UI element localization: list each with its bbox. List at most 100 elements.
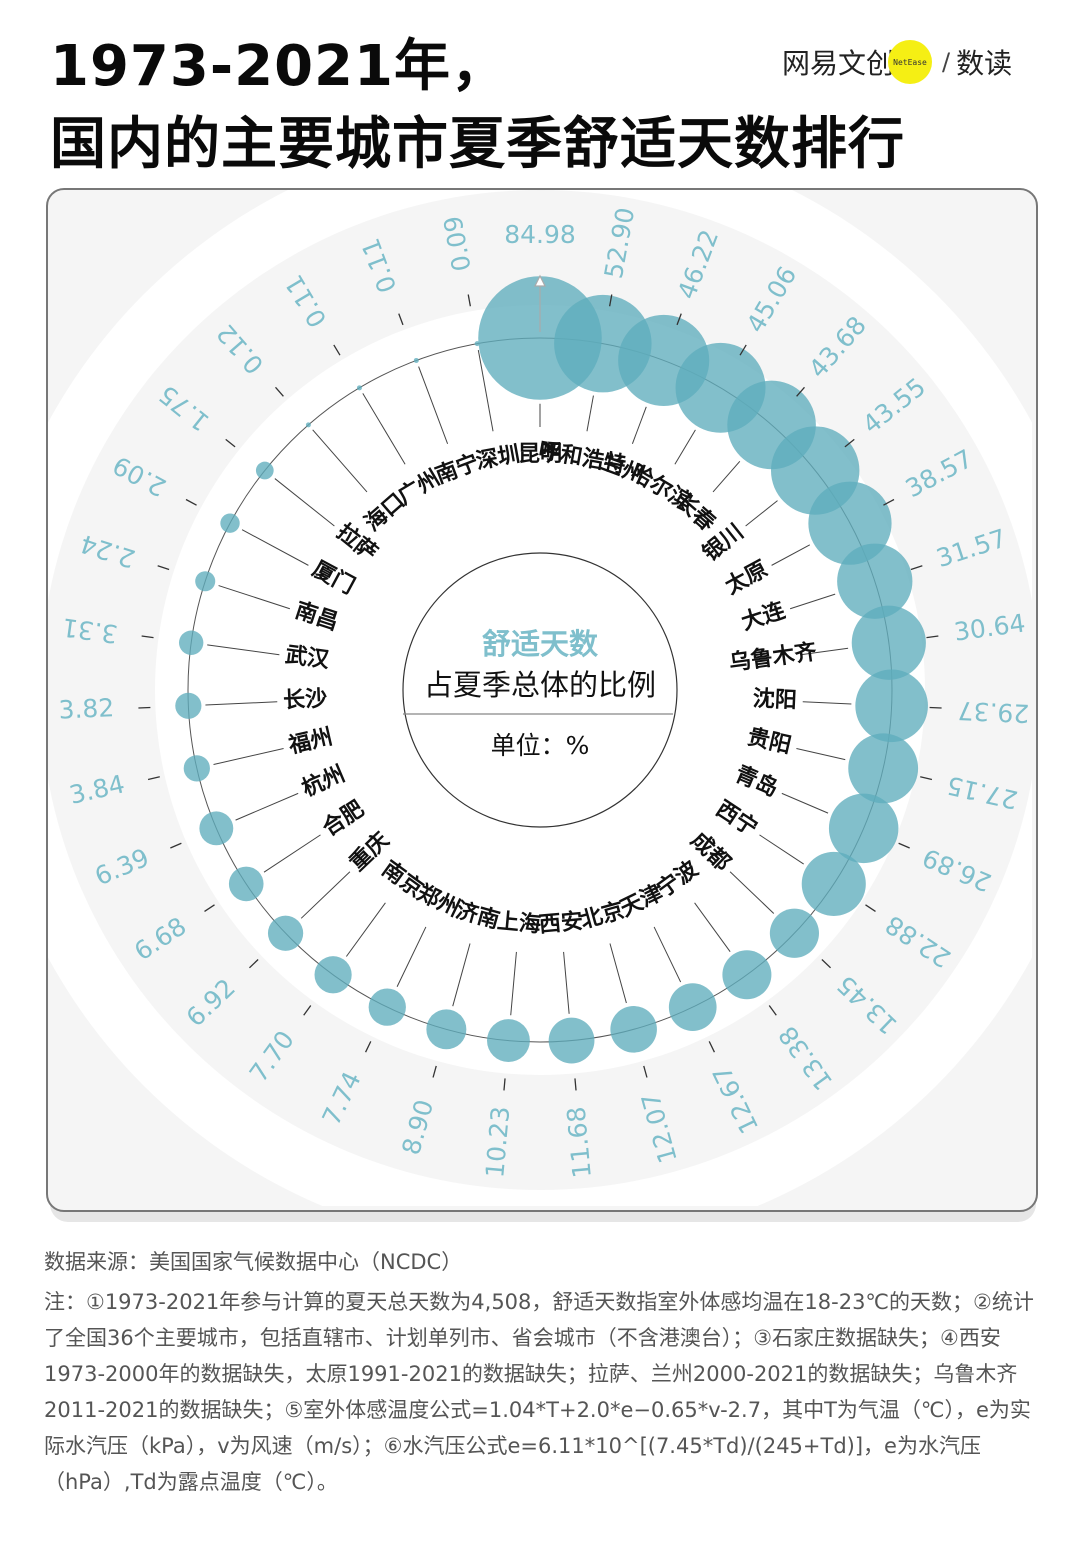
tick-mark [275, 386, 284, 397]
logo-text-netease-culture: 网易文创 [782, 47, 895, 80]
connector-line [771, 544, 811, 566]
tick-mark [920, 776, 933, 781]
city-bubble [228, 866, 264, 902]
title-line-2: 国内的主要城市夏季舒适天数排行 [50, 112, 905, 177]
tick-mark [910, 565, 923, 571]
tick-mark [432, 1065, 437, 1078]
connector-line [694, 902, 731, 953]
data-source: 数据来源：美国国家气候数据中心（NCDC） [44, 1250, 463, 1274]
city-label: 武汉 [284, 643, 332, 674]
page-title: 1973-2021年， 国内的主要城市夏季舒适天数排行 [50, 28, 905, 184]
connector-line [205, 701, 278, 706]
connector-line [789, 593, 836, 610]
connector-line [631, 406, 647, 444]
tick-mark [185, 498, 197, 506]
value-label: 10.23 [480, 1105, 515, 1179]
connector-line [218, 585, 291, 610]
connector-line [418, 366, 449, 444]
connector-line [712, 460, 741, 493]
tick-mark [643, 1065, 648, 1078]
city-bubble [851, 605, 926, 680]
city-label: 沈阳 [752, 687, 797, 714]
tick-mark [248, 959, 259, 969]
connector-line [653, 926, 682, 983]
tick-mark [926, 635, 939, 639]
city-bubble [769, 908, 819, 958]
city-bubble [855, 669, 928, 743]
connector-line [263, 834, 321, 873]
tick-mark [204, 904, 215, 913]
tick-mark [929, 706, 942, 709]
city-bubble [413, 357, 419, 363]
city-bubble [837, 543, 913, 619]
city-bubble [314, 956, 352, 994]
tick-mark [574, 1078, 577, 1091]
city-label: 西安 [538, 908, 584, 938]
footer-notes: 数据来源：美国国家气候数据中心（NCDC） 注：①1973-2021年参与计算的… [44, 1244, 1044, 1500]
tick-mark [303, 1005, 312, 1016]
value-label: 29.37 [957, 696, 1030, 728]
city-bubble [178, 630, 204, 655]
connector-line [235, 792, 299, 821]
city-bubble [195, 571, 216, 592]
tick-mark [157, 565, 170, 571]
connector-line [563, 951, 570, 1014]
tick-mark [739, 344, 747, 356]
connector-line [609, 943, 627, 1004]
tick-mark [147, 776, 160, 781]
tick-mark [883, 498, 895, 506]
tick-mark [138, 706, 151, 709]
city-bubble [474, 341, 480, 347]
city-bubble [175, 692, 202, 719]
connector-line [586, 395, 594, 432]
tick-mark [898, 842, 910, 849]
connector-line [674, 429, 696, 465]
value-label: 84.98 [504, 220, 576, 249]
connector-line [729, 871, 775, 914]
logo-slash: / [942, 48, 951, 76]
bubbles [175, 276, 928, 1064]
city-bubble [199, 811, 234, 846]
city-label: 上海 [496, 908, 542, 938]
tick-mark [333, 344, 341, 356]
center-subtitle: 占夏季总体的比例 [424, 668, 656, 702]
city-bubble [848, 733, 919, 804]
city-bubble [255, 461, 274, 480]
brand-logo: 网易文创 NetEase / 数读 [782, 38, 1012, 86]
city-bubble [487, 1019, 530, 1063]
tick-mark [865, 904, 876, 913]
city-bubble [220, 513, 240, 533]
logo-badge-text: NetEase [893, 57, 927, 67]
connector-line [452, 943, 471, 1007]
footnote: 注：①1973-2021年参与计算的夏天总天数为4,508，舒适天数指室外体感均… [44, 1290, 1034, 1494]
tick-mark [225, 438, 236, 448]
connector-line [312, 429, 368, 493]
tick-mark [503, 1078, 506, 1091]
title-line-1: 1973-2021年， [50, 34, 508, 99]
tick-mark [768, 1005, 777, 1016]
tick-mark [170, 842, 182, 849]
connector-line [362, 393, 406, 465]
tick-mark [844, 438, 855, 448]
city-bubble [356, 385, 362, 391]
tick-mark [708, 1041, 716, 1053]
value-label: 3.82 [58, 693, 115, 724]
tick-mark [821, 959, 832, 969]
city-bubble [267, 915, 304, 951]
connector-line [759, 834, 804, 865]
city-bubble [305, 422, 311, 428]
tick-mark [398, 313, 404, 326]
city-label: 长沙 [283, 687, 328, 714]
connector-line [241, 529, 309, 566]
connector-line [745, 500, 778, 527]
value-label: 11.68 [562, 1105, 597, 1179]
connector-line [396, 926, 427, 987]
tick-mark [796, 386, 805, 397]
connector-line [274, 478, 335, 527]
connector-line [796, 748, 846, 761]
connector-line [207, 644, 280, 656]
connector-line [800, 647, 849, 656]
center-unit: 单位：% [491, 731, 590, 760]
center-legend: 舒适天数 占夏季总体的比例 单位：% [402, 552, 678, 828]
